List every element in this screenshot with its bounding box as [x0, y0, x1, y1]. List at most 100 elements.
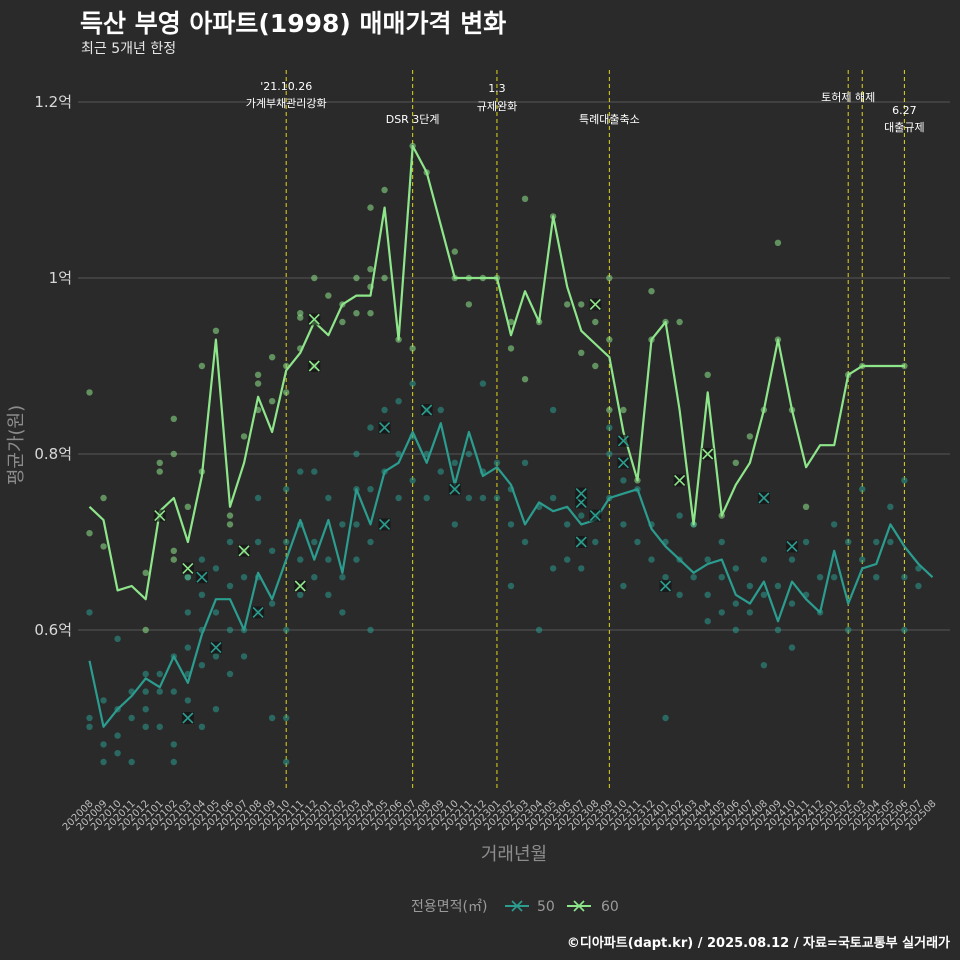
transaction-point-50 [662, 574, 669, 581]
mean-marker-50-cross [617, 457, 629, 469]
mean-marker-50 [575, 487, 588, 500]
transaction-point-60 [198, 362, 206, 370]
y-tick-label: 0.6억 [34, 621, 72, 639]
chart-title: 득산 부영 아파트(1998) 매매가격 변화 [80, 9, 507, 38]
transaction-point-60 [353, 310, 360, 317]
mean-marker-60-cross [154, 510, 166, 522]
mean-marker-60 [589, 298, 602, 311]
mean-marker-50-cross [421, 404, 433, 416]
transaction-point-60 [254, 371, 262, 378]
transaction-point-60 [564, 301, 571, 308]
transaction-point-50 [100, 697, 107, 704]
transaction-point-50 [170, 741, 177, 748]
transaction-point-60 [592, 318, 599, 326]
x-axis-ticks: 2020082020092020102020112020122021012021… [61, 798, 939, 833]
transaction-point-60 [381, 274, 388, 282]
transaction-point-60 [142, 569, 149, 576]
mean-marker-50-cross [589, 510, 601, 522]
transaction-point-50 [409, 380, 416, 387]
transaction-point-60 [367, 204, 374, 211]
transaction-point-50 [86, 609, 93, 616]
transaction-point-50 [268, 547, 276, 554]
transaction-point-50 [226, 670, 234, 678]
mean-marker-60-cross [182, 562, 194, 574]
transaction-point-50 [620, 582, 627, 590]
transaction-point-50 [437, 406, 444, 414]
transaction-point-50 [788, 600, 796, 607]
transaction-point-60 [521, 376, 529, 383]
transaction-point-50 [339, 521, 346, 528]
transaction-point-50 [718, 574, 725, 581]
transaction-point-50 [142, 706, 149, 713]
mean-marker-50-cross [786, 540, 798, 552]
transaction-point-50 [212, 565, 220, 572]
transaction-point-50 [311, 538, 318, 546]
transaction-point-60 [367, 266, 374, 273]
transaction-point-50 [240, 574, 248, 581]
transaction-point-50 [662, 714, 669, 722]
transaction-point-60 [381, 186, 388, 194]
mean-marker-60 [308, 360, 321, 372]
event-annotation: 가계부채관리강화 [246, 97, 327, 110]
transaction-point-60 [367, 310, 374, 317]
transaction-point-50 [226, 582, 234, 590]
legend-label-50: 50 [537, 899, 555, 915]
transaction-point-50 [732, 600, 739, 607]
transaction-point-50 [845, 538, 852, 546]
transaction-point-50 [254, 494, 262, 502]
transaction-point-50 [507, 582, 515, 590]
source-caption: ©디아파트(dapt.kr) / 2025.08.12 / 자료=국토교통부 실… [566, 936, 950, 951]
transaction-point-50 [128, 758, 135, 766]
transaction-point-50 [268, 600, 276, 607]
transaction-point-60 [100, 494, 107, 502]
transaction-point-50 [395, 494, 402, 502]
transaction-point-50 [283, 714, 290, 722]
transaction-point-60 [606, 274, 613, 282]
transaction-point-50 [564, 556, 571, 563]
transaction-point-50 [283, 758, 290, 766]
transaction-point-50 [451, 521, 458, 528]
mean-marker-50 [589, 509, 602, 522]
transaction-point-50 [367, 626, 374, 634]
transaction-point-50 [873, 574, 880, 581]
grid-lines [78, 101, 950, 631]
transaction-point-50 [887, 538, 894, 546]
transaction-point-50 [676, 512, 683, 519]
transaction-point-50 [451, 459, 458, 466]
transaction-point-50 [732, 626, 739, 634]
transaction-point-60 [142, 626, 149, 634]
mean-marker-50-cross [252, 606, 264, 618]
transaction-point-50 [283, 626, 290, 634]
mean-marker-50 [378, 421, 391, 434]
transaction-point-60 [732, 459, 739, 466]
mean-marker-50 [195, 571, 208, 584]
transaction-point-50 [212, 706, 220, 713]
transaction-point-50 [212, 653, 220, 660]
transaction-point-50 [114, 750, 121, 757]
transaction-point-60 [311, 274, 318, 282]
mean-marker-50-cross [449, 483, 461, 495]
mean-marker-60-cross [308, 313, 320, 325]
transaction-point-60 [507, 345, 515, 352]
transaction-point-50 [339, 609, 346, 616]
transaction-point-50 [507, 521, 515, 528]
transaction-point-50 [100, 741, 107, 748]
transaction-point-50 [774, 626, 782, 634]
transaction-point-50 [184, 644, 192, 651]
transaction-point-50 [549, 406, 557, 414]
transaction-point-60 [578, 349, 585, 356]
transaction-point-50 [592, 538, 599, 546]
transaction-point-50 [718, 609, 725, 616]
transaction-point-60 [704, 371, 711, 378]
transaction-point-50 [521, 459, 529, 466]
transaction-point-50 [549, 565, 557, 572]
transaction-point-60 [100, 543, 107, 550]
transaction-point-50 [620, 521, 627, 528]
transaction-point-60 [226, 512, 234, 519]
mean-marker-50 [378, 518, 391, 531]
transaction-point-60 [802, 503, 810, 510]
mean-marker-50 [420, 404, 433, 416]
transaction-point-60 [156, 468, 163, 475]
transaction-point-50 [746, 609, 754, 616]
